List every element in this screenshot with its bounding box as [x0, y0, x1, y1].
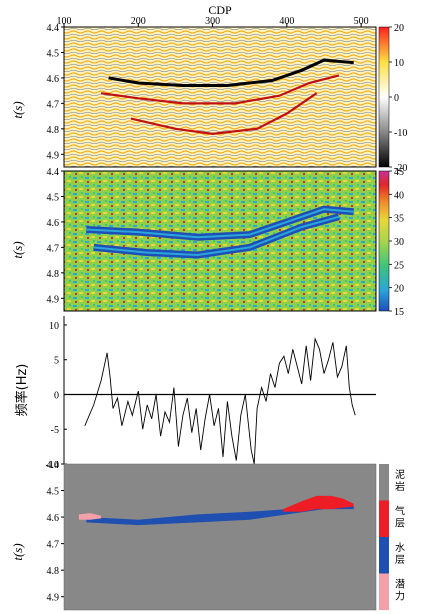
colorbar-tick-label: 30 — [394, 237, 404, 248]
line-y-label: 频率(Hz) — [14, 364, 30, 417]
y-tick-label: 4.9 — [47, 593, 60, 604]
legend-swatch — [379, 573, 389, 610]
seismic-y-label: t(s) — [10, 101, 25, 118]
seismic-panel-frame — [63, 26, 377, 168]
frequency-y-label: t(s) — [10, 241, 25, 258]
frequency-colorbar — [378, 170, 390, 312]
y-tick-label: 4.6 — [47, 218, 60, 229]
seismic-section-image — [64, 27, 376, 167]
interpretation-frame — [63, 463, 377, 611]
y-tick-label: 4.6 — [47, 513, 60, 524]
seismic-horizon — [108, 58, 354, 87]
low-frequency-band-core — [86, 208, 354, 239]
x-tick-label: 400 — [279, 16, 294, 27]
seismic-y-ticks: 4.4 4.5 4.6 4.7 4.8 4.9 — [47, 23, 64, 161]
colorbar-tick-label: 10 — [394, 58, 404, 69]
legend-label: 气层 — [395, 505, 405, 530]
seismic-horizons — [100, 58, 354, 136]
interpretation-background — [64, 464, 376, 610]
seismic-panel: 4.4 4.5 4.6 4.7 4.8 4.9 t(s) 20 10 0 -10 -20 — [10, 23, 407, 174]
colorbar-tick-label: -10 — [394, 128, 407, 139]
zone-潜力 — [78, 513, 102, 520]
legend-swatch — [379, 500, 389, 537]
y-tick-label: 4.6 — [47, 74, 60, 85]
y-tick-label: 4.7 — [47, 243, 60, 254]
legend-label: 泥岩 — [395, 468, 405, 493]
legend-swatch — [379, 537, 389, 574]
y-tick-label: 4.8 — [47, 125, 60, 136]
legend-swatch — [379, 464, 389, 501]
seismic-colorbar — [378, 26, 390, 168]
interpretation-y-label: t(s) — [10, 543, 25, 560]
y-tick-label: 4.4 — [47, 23, 60, 34]
colorbar-tick-label: 25 — [394, 260, 404, 271]
y-tick-label: 4.7 — [47, 99, 60, 110]
seismic-colorbar-ticks: 20 10 0 -10 -20 — [389, 23, 407, 174]
interpretation-zones — [78, 495, 354, 526]
colorbar-tick-label: -20 — [394, 163, 407, 174]
interpretation-y-ticks: 4.4 4.5 4.6 4.7 4.8 4.9 — [47, 460, 64, 604]
frequency-colorbar-ticks: 45 40 35 30 25 20 15 — [389, 167, 404, 318]
y-tick-label: 4.9 — [47, 150, 60, 161]
colorbar-tick-label: 45 — [394, 167, 404, 178]
frequency-line-panel: -10 -5 0 5 10 频率(Hz) — [14, 316, 376, 471]
y-tick-label: 0 — [54, 390, 59, 401]
frequency-y-ticks: 4.4 4.5 4.6 4.7 4.8 4.9 — [47, 167, 64, 305]
colorbar-tick-label: 35 — [394, 214, 404, 225]
x-tick-label: 100 — [57, 16, 72, 27]
y-tick-label: 4.4 — [47, 167, 60, 178]
seismic-horizon — [100, 74, 340, 105]
x-tick-label: 300 — [205, 16, 220, 27]
low-frequency-band-core — [93, 215, 340, 257]
y-tick-label: 4.5 — [47, 487, 60, 498]
y-tick-label: 4.9 — [47, 294, 60, 305]
frequency-panel-frame — [63, 170, 377, 312]
legend-label: 潜力 — [395, 578, 405, 603]
x-axis-title: CDP — [208, 3, 232, 17]
colorbar-tick-label: 15 — [394, 307, 404, 318]
x-tick-label: 500 — [354, 16, 369, 27]
y-tick-label: -5 — [51, 425, 59, 436]
seismic-horizon — [130, 92, 318, 136]
x-tick-labels: 100 200 300 400 500 — [57, 16, 369, 27]
y-tick-label: 4.4 — [47, 460, 60, 471]
colorbar-tick-label: 20 — [394, 284, 404, 295]
frequency-attribute-image — [64, 171, 376, 311]
y-tick-label: 4.7 — [47, 540, 60, 551]
low-frequency-bands — [86, 205, 354, 259]
legend-label: 水层 — [395, 542, 405, 566]
colorbar-tick-label: 40 — [394, 190, 404, 201]
x-tick-label: 200 — [131, 16, 146, 27]
y-tick-label: 10 — [49, 321, 59, 332]
frequency-series-line — [84, 337, 356, 465]
frequency-panel: 4.4 4.5 4.6 4.7 4.8 4.9 t(s) 45 40 35 30 25 20 15 — [10, 167, 404, 318]
y-tick-label: -10 — [46, 460, 59, 471]
colorbar-tick-label: 0 — [394, 93, 399, 104]
y-tick-label: 4.8 — [47, 566, 60, 577]
y-tick-label: 5 — [54, 356, 59, 367]
colorbar-tick-label: 20 — [394, 23, 404, 34]
y-tick-label: 4.5 — [47, 48, 60, 59]
y-tick-label: 4.5 — [47, 192, 60, 203]
zone-气层 — [283, 495, 354, 512]
y-tick-label: 4.8 — [47, 269, 60, 280]
